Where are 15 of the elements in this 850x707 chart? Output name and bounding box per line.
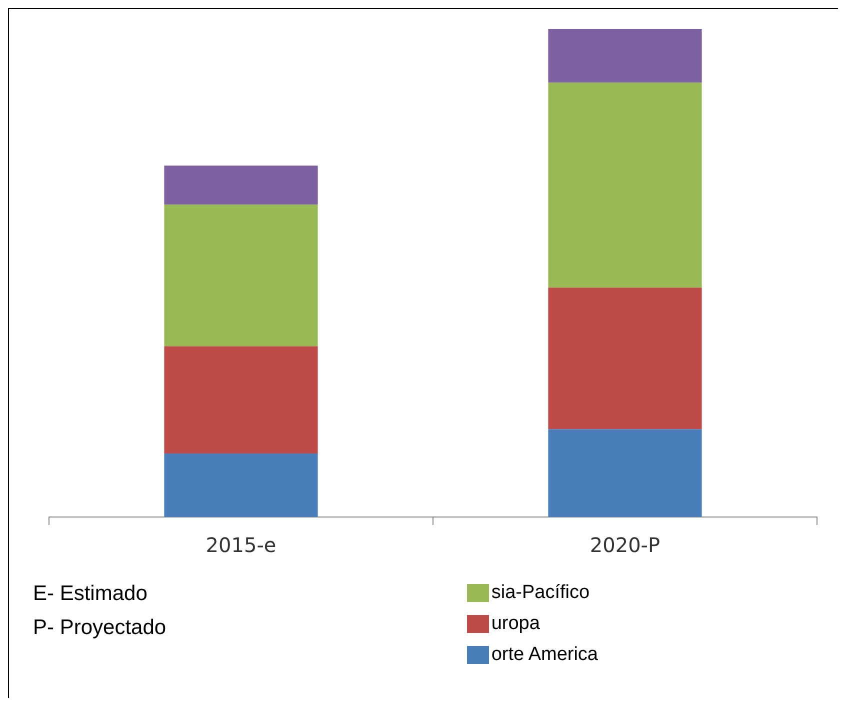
x-tick-label: 2020-P — [590, 533, 660, 558]
bar — [164, 454, 318, 517]
bar — [164, 346, 318, 454]
text: E- Estimado — [33, 581, 148, 607]
legend-label: orte America — [491, 643, 598, 667]
x-tick-label: 2015-e — [206, 533, 276, 558]
text: P- Proyectado — [33, 615, 166, 641]
bar — [164, 204, 318, 346]
bar — [548, 82, 702, 288]
bar — [548, 29, 702, 83]
bar — [548, 429, 702, 517]
bar — [548, 288, 702, 430]
legend-label: uropa — [491, 612, 540, 636]
bar — [164, 166, 318, 205]
legend-label: sia-Pacífico — [491, 581, 590, 605]
